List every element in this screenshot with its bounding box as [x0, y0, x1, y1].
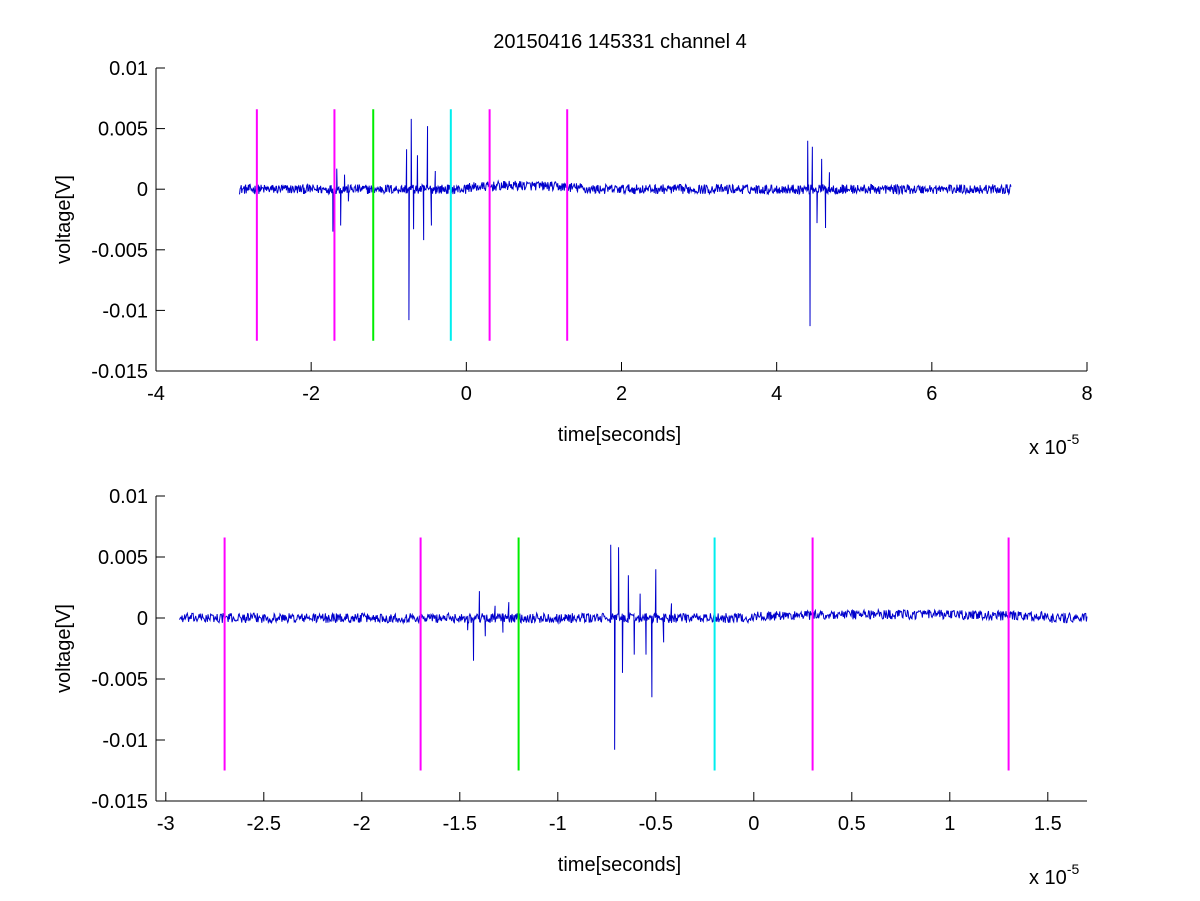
top-x-tick-label: 0 [461, 383, 472, 405]
top-y-tick-label: -0.015 [91, 361, 148, 383]
bottom-x-tick-label: -1 [549, 813, 567, 835]
axes-bottom: -3 -2.5 -2 -1.5 -1 -0.5 0 0.5 1 1.5 0.01 0.005 0 -0.0… [53, 486, 1088, 889]
bottom-x-multiplier-exponent: -5 [1067, 861, 1080, 877]
figure-title: 20150416 145331 channel 4 [493, 31, 747, 53]
bottom-marker-layer [223, 537, 1010, 771]
bottom-y-tick-label: -0.005 [91, 669, 148, 691]
top-marker-layer [255, 109, 569, 341]
top-x-multiplier-base: x 10 [1029, 437, 1067, 459]
bottom-x-multiplier-base: x 10 [1029, 867, 1067, 889]
bottom-y-tick-label: -0.01 [102, 730, 148, 752]
top-y-tick-label: -0.01 [102, 300, 148, 322]
bottom-x-tick-label: 1 [944, 813, 955, 835]
bottom-x-tick-label: 0.5 [838, 813, 866, 835]
top-tick-layer: -4 -2 0 2 4 6 8 0.01 0.005 0 -0.005 -0.01 -0.015 [91, 58, 1092, 405]
axes-top: -4 -2 0 2 4 6 8 0.01 0.005 0 -0.005 -0.01 -0.015 tim… [53, 58, 1093, 459]
bottom-x-tick-label: 1.5 [1034, 813, 1062, 835]
bottom-y-tick-label: 0.005 [98, 547, 148, 569]
bottom-y-axis-label: voltage[V] [53, 604, 75, 693]
top-x-tick-label: 2 [616, 383, 627, 405]
bottom-y-tick-label: 0 [137, 608, 148, 630]
bottom-x-axis-label: time[seconds] [558, 854, 681, 876]
top-axes-frame [155, 68, 1087, 372]
top-x-tick-label: 4 [771, 383, 782, 405]
bottom-signal-trace [179, 544, 1088, 750]
top-y-tick-label: -0.005 [91, 240, 148, 262]
bottom-y-tick-label: -0.015 [91, 791, 148, 813]
top-x-tick-label: -4 [147, 383, 165, 405]
bottom-series-layer [179, 544, 1088, 750]
top-series-layer [238, 118, 1012, 327]
top-x-tick-label: -2 [302, 383, 320, 405]
bottom-x-multiplier: x 10-5 [1029, 861, 1079, 889]
bottom-axes-frame [155, 496, 1087, 802]
bottom-x-tick-label: 0 [748, 813, 759, 835]
bottom-x-tick-label: -0.5 [639, 813, 673, 835]
top-x-tick-label: 8 [1081, 383, 1092, 405]
top-x-multiplier-exponent: -5 [1067, 431, 1080, 447]
top-y-axis-label: voltage[V] [53, 175, 75, 264]
top-y-tick-label: 0.01 [109, 58, 148, 80]
bottom-y-tick-label: 0.01 [109, 486, 148, 508]
top-x-tick-label: 6 [926, 383, 937, 405]
top-y-tick-label: 0 [137, 179, 148, 201]
top-y-tick-label: 0.005 [98, 119, 148, 141]
bottom-tick-layer: -3 -2.5 -2 -1.5 -1 -0.5 0 0.5 1 1.5 0.01 0.005 0 -0.0… [91, 486, 1061, 835]
top-x-axis-label: time[seconds] [558, 424, 681, 446]
bottom-x-tick-label: -2.5 [247, 813, 281, 835]
bottom-x-tick-label: -1.5 [443, 813, 477, 835]
bottom-x-tick-label: -3 [157, 813, 175, 835]
top-signal-trace [238, 118, 1012, 327]
bottom-x-tick-label: -2 [353, 813, 371, 835]
top-x-multiplier: x 10-5 [1029, 431, 1079, 459]
